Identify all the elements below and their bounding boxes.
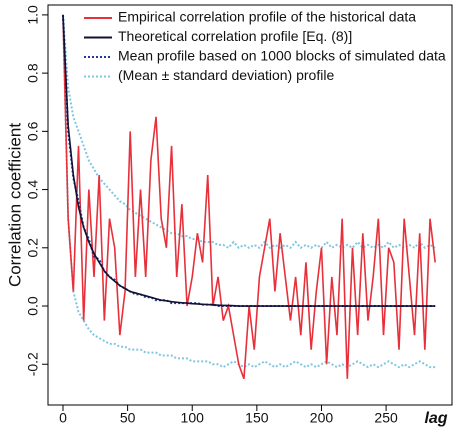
x-tick-label: 100: [181, 410, 205, 426]
y-tick-label: 0.2: [25, 238, 41, 258]
x-tick-label: 200: [310, 410, 334, 426]
legend-label: Empirical correlation profile of the his…: [118, 9, 416, 25]
y-tick-label: 0.6: [25, 121, 41, 141]
series-line: [61, 14, 436, 369]
y-tick-label: 0.4: [25, 180, 41, 200]
x-tick-label: 250: [374, 410, 398, 426]
legend-label: Mean profile based on 1000 blocks of sim…: [118, 48, 446, 64]
x-tick-label: 50: [120, 410, 136, 426]
x-tick-label: 0: [59, 410, 67, 426]
y-tick-label: 0.8: [25, 63, 41, 83]
y-tick-label: 1.0: [25, 5, 41, 25]
legend-label: (Mean ± standard deviation) profile: [118, 67, 334, 83]
plot-frame: [47, 4, 453, 406]
y-axis-label: Correlation coefficient: [5, 123, 24, 287]
series-line: [62, 14, 436, 307]
y-tick-label: 0.0: [25, 296, 41, 316]
y-tick-label: -0.2: [25, 352, 41, 376]
series-line: [61, 14, 436, 250]
legend-label: Theoretical correlation profile [Eq. (8)…: [118, 28, 352, 44]
x-tick-label: 150: [245, 410, 269, 426]
x-axis-label: lag: [424, 410, 447, 427]
